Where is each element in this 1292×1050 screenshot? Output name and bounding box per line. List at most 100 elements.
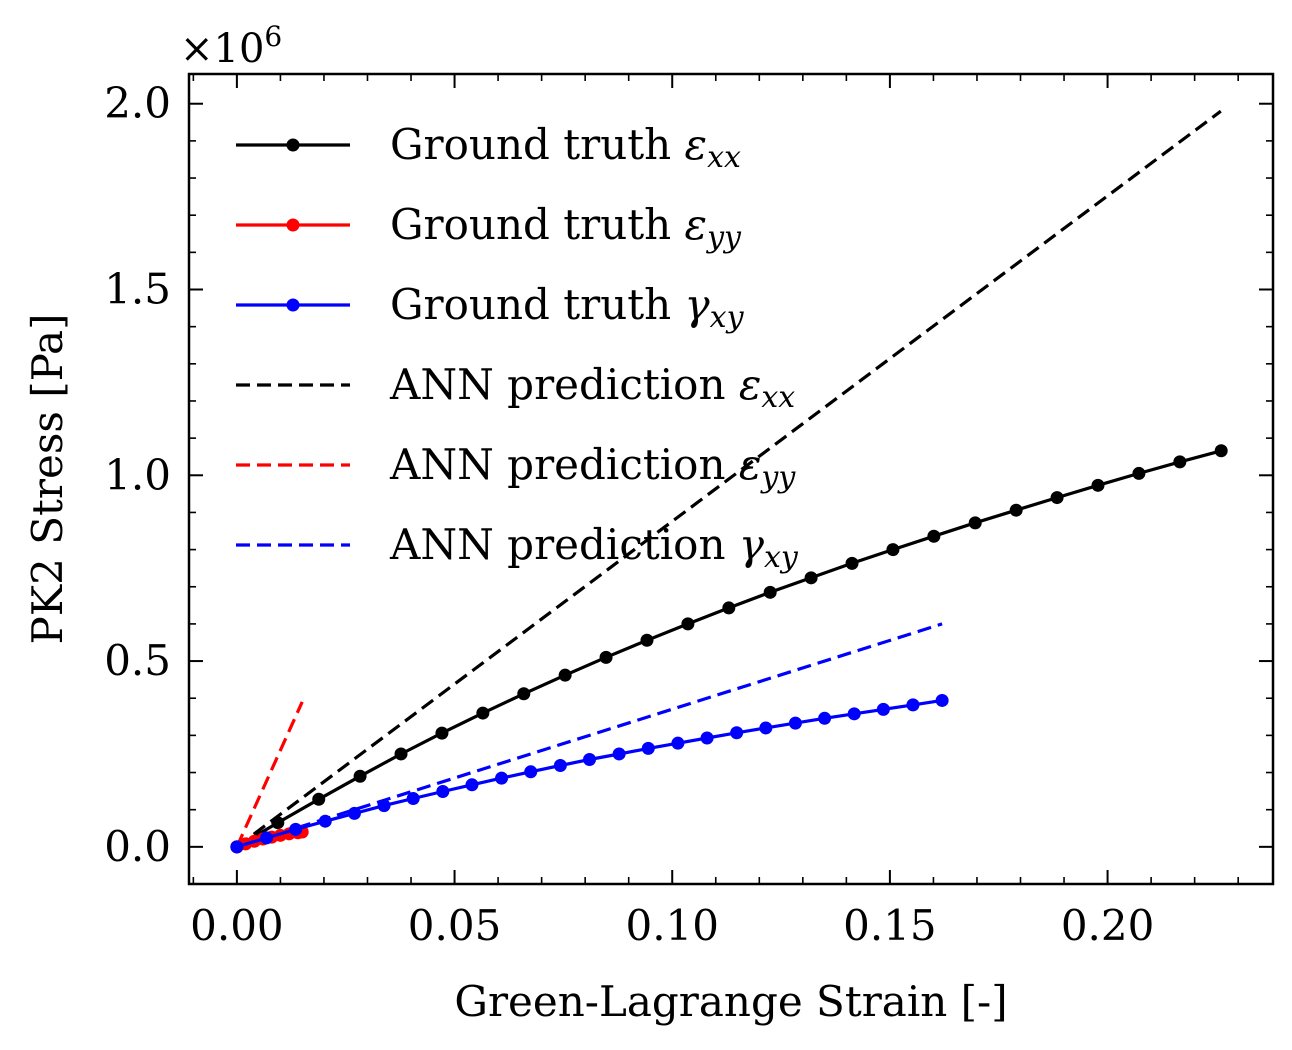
data-point [845, 556, 859, 570]
legend-symbol: γ [685, 280, 711, 329]
series-ground-truth-0 [230, 444, 1228, 854]
data-point [558, 668, 572, 682]
series-line [235, 701, 304, 848]
legend-symbol: ε [685, 120, 708, 169]
legend-text: Ground truth [390, 120, 685, 169]
data-point [1214, 444, 1228, 458]
y-axis-multiplier: ×106 [180, 20, 282, 72]
series-prediction-5 [236, 622, 943, 849]
data-point [599, 650, 613, 664]
legend-symbol: ε [739, 360, 762, 409]
data-point [394, 747, 408, 761]
data-point [259, 831, 273, 845]
legend-subscript: xy [764, 540, 799, 575]
legend-text: ANN prediction [389, 520, 739, 569]
series-line [236, 698, 943, 849]
data-point [583, 753, 597, 767]
data-point [517, 687, 531, 701]
data-point [876, 702, 890, 716]
legend-entry: ANN prediction εyy [236, 440, 796, 495]
data-point [271, 816, 285, 830]
data-point [1009, 503, 1023, 517]
legend-swatch-marker [286, 298, 300, 312]
legend-label: Ground truth εxx [390, 120, 741, 175]
series-layer [230, 109, 1228, 854]
legend-text: Ground truth [390, 280, 685, 329]
x-tick-label: 0.05 [408, 901, 502, 950]
legend-entry: Ground truth εxx [236, 120, 741, 175]
y-multiplier-base: ×10 [180, 26, 264, 72]
series-line [235, 109, 1222, 849]
data-point [1173, 455, 1187, 469]
data-point [1091, 478, 1105, 492]
x-tick-label: 0.00 [190, 901, 284, 950]
data-point [553, 758, 567, 772]
ticks-layer [189, 74, 1273, 885]
data-point [640, 633, 654, 647]
series-prediction-3 [235, 109, 1222, 849]
legend-label: ANN prediction γxy [389, 520, 799, 575]
x-tick-label: 0.15 [843, 901, 937, 950]
legend-text: ANN prediction [389, 360, 739, 409]
data-point [722, 601, 736, 615]
x-tick-label: 0.20 [1061, 901, 1155, 950]
data-point [476, 706, 490, 720]
data-point [671, 736, 685, 750]
data-point [230, 840, 244, 854]
series-line [236, 622, 943, 849]
data-point [847, 707, 861, 721]
data-point [927, 529, 941, 543]
y-tick-label: 0.5 [104, 636, 171, 685]
legend-swatch-marker [286, 218, 300, 232]
data-point [312, 792, 326, 806]
legend-entry: Ground truth γxy [236, 280, 745, 335]
data-point [968, 516, 982, 530]
data-point [347, 806, 361, 820]
data-point [641, 741, 655, 755]
legend-symbol: γ [739, 520, 765, 569]
legend-entry: ANN prediction γxy [236, 520, 799, 575]
data-point [681, 617, 695, 631]
series-ground-truth-2 [230, 693, 949, 854]
data-point [436, 784, 450, 798]
data-point [788, 716, 802, 730]
data-point [524, 765, 538, 779]
plot-frame [187, 72, 1275, 886]
y-tick-label: 0.0 [104, 822, 171, 871]
legend-entry: ANN prediction εxx [236, 360, 795, 415]
legend-subscript: xx [761, 380, 795, 415]
data-point [353, 769, 367, 783]
data-point [612, 747, 626, 761]
data-point [700, 731, 714, 745]
data-point [289, 822, 303, 836]
legend-symbol: ε [685, 200, 708, 249]
data-point [804, 571, 818, 585]
series-prediction-4 [235, 701, 304, 848]
legend-symbol: ε [739, 440, 762, 489]
legend-entry: Ground truth εyy [236, 200, 742, 255]
data-point [318, 814, 332, 828]
legend-text: ANN prediction [389, 440, 739, 489]
data-point [377, 799, 391, 813]
labels-layer: 0.00 0.05 0.10 0.15 0.20 0.0 0.5 1.0 1.5 2.0 [104, 79, 1154, 950]
y-axis-label: PK2 Stress [Pa] [23, 314, 72, 645]
legend-label: ANN prediction εyy [389, 440, 796, 495]
data-point [759, 721, 773, 735]
series-line [236, 449, 1222, 849]
y-tick-label: 1.5 [104, 265, 171, 314]
data-point [1050, 491, 1064, 505]
legend-subscript: xx [707, 140, 741, 175]
legend-label: ANN prediction εxx [389, 360, 795, 415]
y-tick-label: 1.0 [104, 450, 171, 499]
x-axis-label: Green-Lagrange Strain [-] [454, 977, 1007, 1026]
legend-swatch-marker [286, 138, 300, 152]
data-point [818, 711, 832, 725]
data-point [730, 726, 744, 740]
data-point [435, 726, 449, 740]
y-tick-label: 2.0 [104, 79, 171, 128]
data-point [465, 778, 479, 792]
data-point [495, 771, 509, 785]
legend-subscript: yy [705, 220, 742, 255]
data-point [1132, 466, 1146, 480]
